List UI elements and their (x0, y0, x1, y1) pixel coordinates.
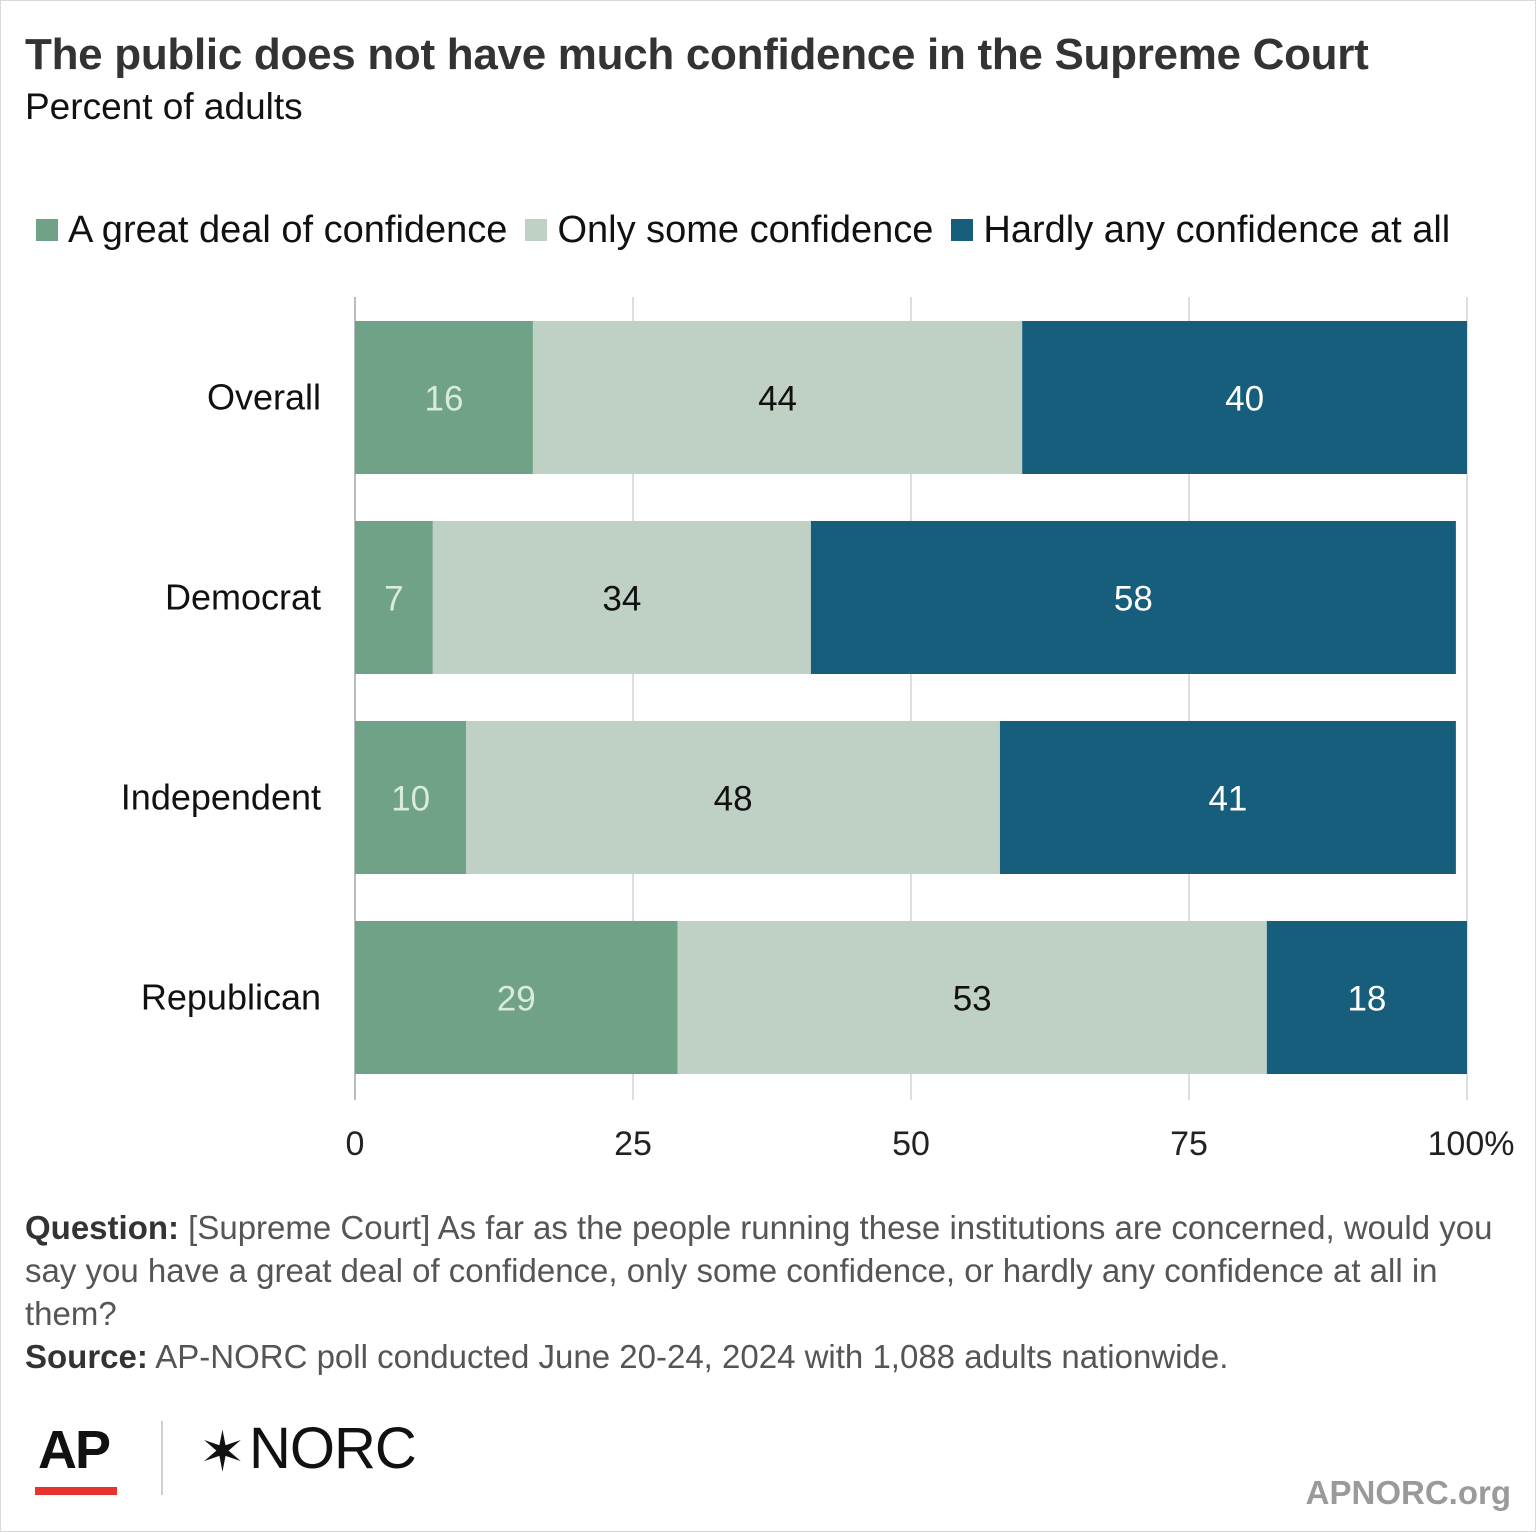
logo-divider (161, 1421, 163, 1495)
question-note: Question: [Supreme Court] As far as the … (25, 1206, 1495, 1335)
bar-segment (432, 521, 811, 674)
legend-label-great-deal: A great deal of confidence (68, 208, 508, 251)
x-tick-label: 25 (614, 1125, 652, 1163)
data-label: 40 (1225, 380, 1264, 419)
bar-segment (1266, 921, 1467, 1074)
bar-segment (999, 721, 1456, 874)
legend-label-hardly-any: Hardly any confidence at all (983, 208, 1451, 251)
x-tick-label: 100% (1428, 1125, 1515, 1163)
data-label: 29 (497, 980, 536, 1019)
chart-subtitle: Percent of adults (25, 86, 303, 127)
category-label: Independent (121, 777, 321, 818)
source-label: Source: (25, 1338, 148, 1375)
legend-item-only-some: Only some confidence (525, 209, 933, 252)
bar-segment (355, 921, 678, 1074)
data-label: 53 (953, 980, 992, 1019)
legend-item-hardly-any: Hardly any confidence at all (951, 209, 1450, 252)
legend: A great deal of confidence Only some con… (36, 208, 1468, 252)
category-label: Overall (207, 377, 321, 418)
chart-title: The public does not have much confidence… (25, 30, 1369, 79)
data-label: 44 (758, 380, 797, 419)
stacked-bar-chart: 0 25 50 75 100% Overall 16 44 40 Democrat 7 34 58 Ind… (121, 297, 1515, 1163)
norc-logo: NORC (249, 1416, 417, 1481)
site-url: APNORC.org (1305, 1474, 1511, 1511)
legend-item-great-deal: A great deal of confidence (36, 209, 507, 252)
bar-segment (355, 321, 533, 474)
bar-segment (355, 521, 433, 674)
data-label: 10 (391, 780, 430, 819)
ap-logo-underline (35, 1487, 117, 1495)
data-label: 48 (714, 780, 753, 819)
category-label: Democrat (165, 577, 321, 618)
data-label: 41 (1208, 780, 1247, 819)
question-label: Question: (25, 1209, 179, 1246)
bar-segment (810, 521, 1456, 674)
x-tick-label: 0 (346, 1125, 365, 1163)
legend-swatch-only-some (525, 219, 548, 241)
footnotes: Question: [Supreme Court] As far as the … (25, 1206, 1495, 1378)
x-tick-label: 50 (892, 1125, 930, 1163)
legend-swatch-hardly-any (951, 219, 974, 241)
data-label: 16 (424, 380, 463, 419)
legend-label-only-some: Only some confidence (557, 208, 934, 251)
data-label: 7 (384, 580, 403, 619)
bar-segment (466, 721, 1000, 874)
norc-star-icon: ✶ (199, 1420, 246, 1483)
bar-segment (677, 921, 1267, 1074)
ap-logo: AP (38, 1420, 111, 1480)
bar-segment (1022, 321, 1467, 474)
data-label: 18 (1347, 980, 1386, 1019)
bar-segment (355, 721, 467, 874)
x-tick-label: 75 (1170, 1125, 1208, 1163)
question-text: [Supreme Court] As far as the people run… (25, 1209, 1493, 1332)
bar-segment (532, 321, 1023, 474)
category-label: Republican (141, 977, 321, 1018)
legend-swatch-great-deal (36, 219, 58, 241)
source-note: Source: AP-NORC poll conducted June 20-2… (25, 1335, 1495, 1378)
data-label: 34 (602, 580, 641, 619)
data-label: 58 (1114, 580, 1153, 619)
source-text: AP-NORC poll conducted June 20-24, 2024 … (147, 1338, 1229, 1375)
